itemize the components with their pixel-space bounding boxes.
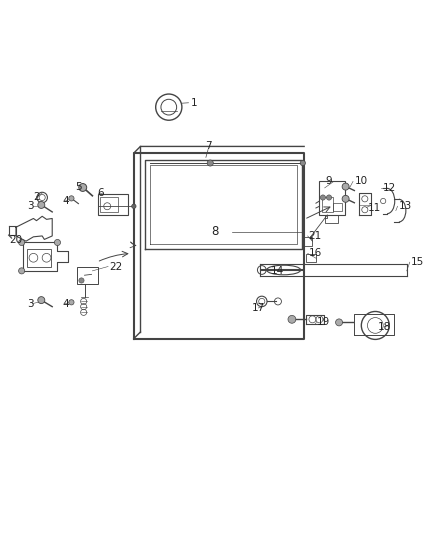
Text: 20: 20 [9, 235, 22, 245]
Circle shape [342, 183, 349, 190]
Circle shape [342, 195, 349, 203]
Text: 14: 14 [271, 266, 284, 276]
Text: 4: 4 [62, 196, 69, 206]
Circle shape [79, 278, 84, 283]
Text: 17: 17 [252, 303, 265, 313]
Text: 3: 3 [27, 298, 34, 309]
Circle shape [18, 239, 25, 246]
Circle shape [54, 239, 60, 246]
Circle shape [132, 204, 136, 208]
Circle shape [69, 300, 74, 305]
Circle shape [326, 195, 332, 200]
Text: 6: 6 [97, 188, 103, 198]
Text: 21: 21 [308, 231, 322, 241]
Bar [321, 197, 332, 212]
Text: 11: 11 [367, 203, 381, 213]
Circle shape [18, 268, 25, 274]
Circle shape [69, 196, 74, 201]
Bar [27, 249, 51, 266]
Text: 1: 1 [191, 98, 197, 108]
Text: 12: 12 [383, 183, 396, 193]
Bar [303, 237, 312, 246]
Text: 22: 22 [109, 262, 122, 271]
Text: 10: 10 [354, 176, 367, 187]
Circle shape [38, 201, 45, 208]
Text: 2: 2 [33, 192, 40, 201]
Circle shape [336, 319, 343, 326]
Text: 9: 9 [325, 176, 332, 187]
Bar [333, 203, 342, 212]
Text: 5: 5 [75, 182, 82, 192]
Bar [325, 215, 338, 223]
Text: 7: 7 [205, 141, 212, 151]
Circle shape [207, 160, 213, 166]
Bar [100, 197, 118, 212]
Text: 13: 13 [399, 201, 412, 211]
Bar [306, 254, 316, 262]
Bar [319, 181, 345, 215]
Text: 15: 15 [411, 257, 424, 267]
Circle shape [38, 297, 45, 304]
Circle shape [320, 195, 325, 200]
Text: 8: 8 [211, 225, 218, 238]
Circle shape [288, 316, 296, 323]
Circle shape [300, 160, 305, 166]
Text: 4: 4 [62, 298, 69, 309]
Text: 16: 16 [308, 248, 322, 259]
Text: 19: 19 [317, 317, 331, 327]
Text: 18: 18 [378, 322, 391, 332]
Text: 3: 3 [27, 201, 34, 211]
Circle shape [79, 183, 87, 191]
